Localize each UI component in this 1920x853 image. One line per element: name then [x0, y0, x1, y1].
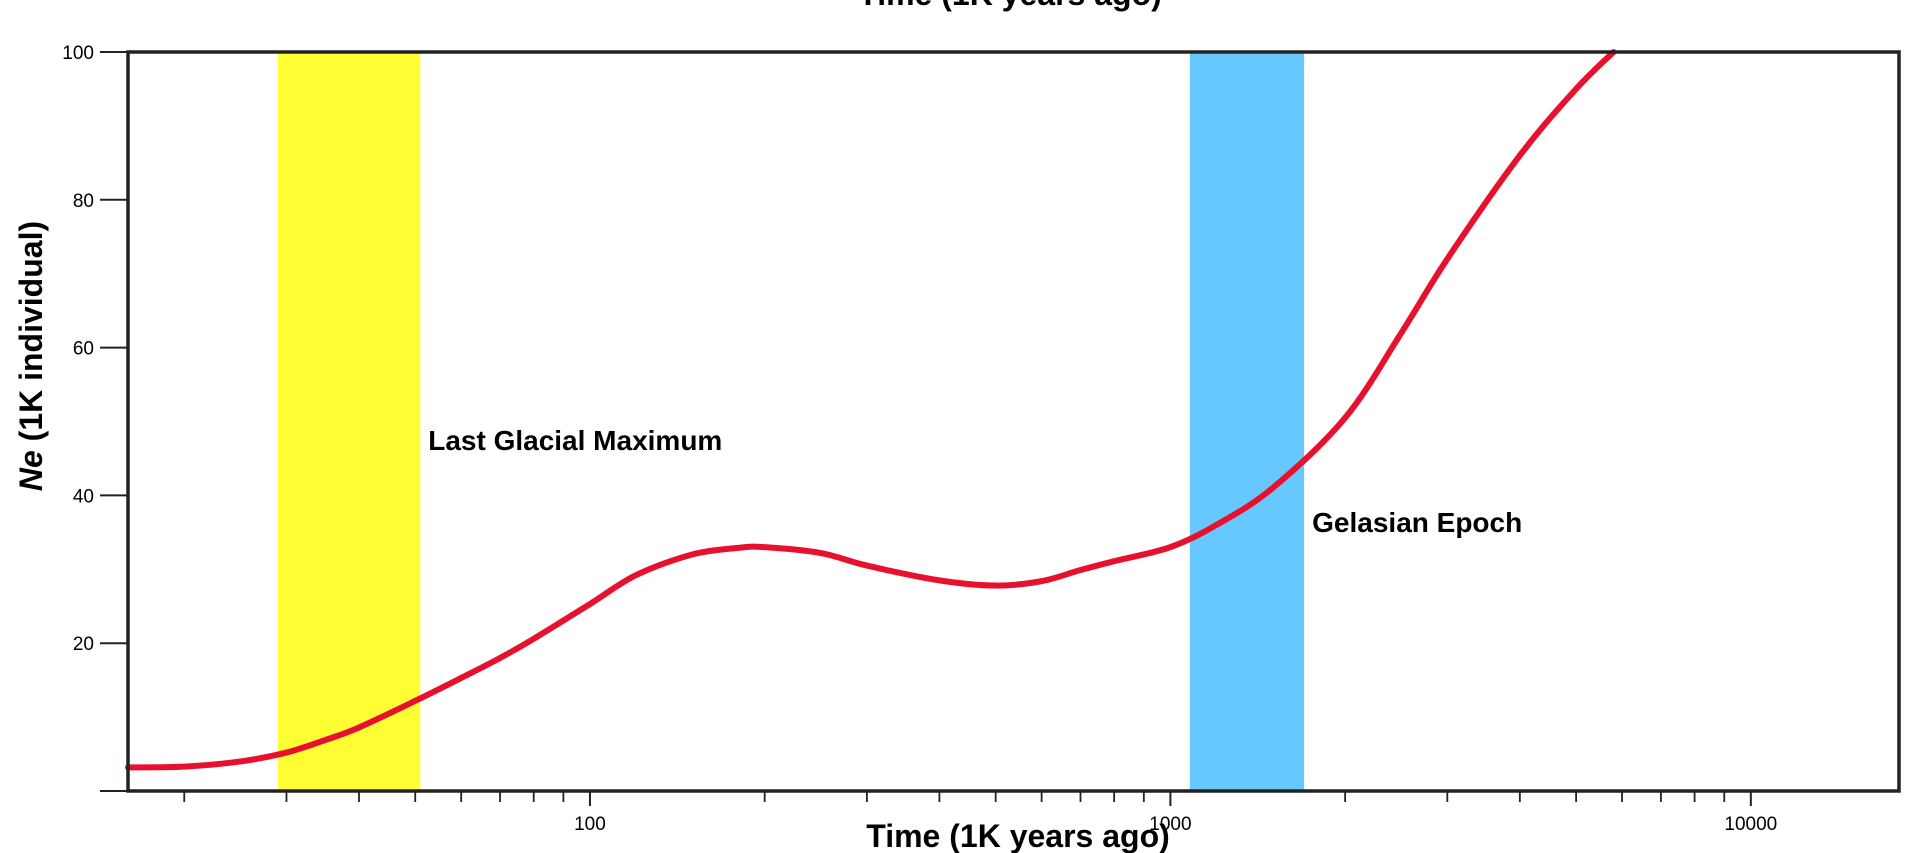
y-tick-label-40: 40 [73, 486, 94, 507]
x-tick-label-100: 100 [574, 814, 606, 835]
x-tick-label-1000: 1000 [1149, 814, 1191, 835]
y-axis-title-italic: Ne [13, 450, 49, 491]
y-axis-title: Ne (1K individual) [13, 221, 49, 491]
band-1 [1189, 52, 1305, 791]
band-0 [277, 52, 421, 791]
y-tick-label-100: 100 [62, 43, 94, 64]
ne-curve [125, 49, 1617, 771]
y-axis-title-rest: (1K individual) [13, 221, 49, 450]
top-axis-title: Time (1K years ago) [858, 0, 1162, 12]
y-ticks-layer: 20 40 60 80 100 [62, 43, 128, 655]
bands-layer [277, 52, 1305, 791]
x-tick-label-10000: 10000 [1724, 814, 1777, 835]
band-label-0: Last Glacial Maximum [428, 425, 722, 456]
x-ticks-layer: 100 1000 10000 [183, 791, 1777, 835]
band-labels-layer: Last Glacial Maximum Gelasian Epoch [428, 425, 1522, 538]
band-label-1: Gelasian Epoch [1312, 507, 1522, 538]
y-tick-label-60: 60 [73, 339, 94, 360]
y-tick-label-20: 20 [73, 634, 94, 655]
x-axis-title: Time (1K years ago) [866, 818, 1170, 853]
y-tick-label-80: 80 [73, 191, 94, 212]
plot-frame [126, 50, 1901, 793]
